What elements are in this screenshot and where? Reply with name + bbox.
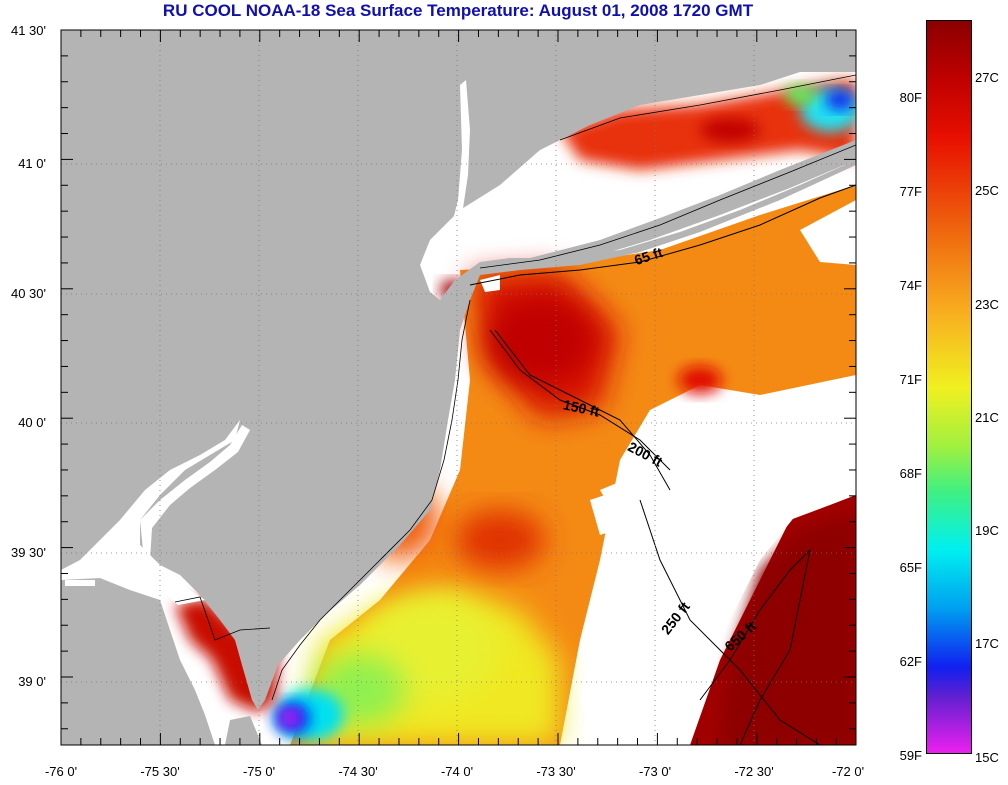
colorbar-f-label: 80F xyxy=(899,90,922,105)
colorbar-f-label: 68F xyxy=(899,466,922,481)
colorbar-c-label: 25C xyxy=(975,183,999,198)
lat-label: 41 30' xyxy=(10,23,46,38)
map-title: RU COOL NOAA-18 Sea Surface Temperature:… xyxy=(162,1,754,20)
lon-label: -74 30' xyxy=(338,764,378,779)
land xyxy=(61,30,856,745)
cloud-mask xyxy=(580,200,856,745)
colorbar-c-label: 27C xyxy=(975,70,999,85)
colorbar-c-label: 17C xyxy=(975,636,999,651)
axis-ticks xyxy=(60,29,856,745)
lat-label: 40 0' xyxy=(18,415,46,430)
lat-label: 39 0' xyxy=(18,674,46,689)
lon-label: -76 0' xyxy=(44,764,78,779)
lat-label: 40 30' xyxy=(10,286,46,301)
colorbar-f-label: 65F xyxy=(899,560,922,575)
water-bodies xyxy=(65,80,500,605)
colorbar-f-label: 59F xyxy=(899,748,922,763)
lon-label: -75 0' xyxy=(242,764,276,779)
colorbar-c-label: 21C xyxy=(975,410,999,425)
lon-label: -75 30' xyxy=(140,764,180,779)
bathymetry-contours xyxy=(469,184,856,745)
colorbar-c-label: 19C xyxy=(975,523,999,538)
lat-label: 39 30' xyxy=(10,545,46,560)
coastline xyxy=(174,74,856,701)
colorbar-f-label: 71F xyxy=(899,372,922,387)
lon-label: -72 30' xyxy=(734,764,774,779)
lon-label: -72 0' xyxy=(831,764,865,779)
lat-label: 41 0' xyxy=(18,156,46,171)
lon-label: -74 0' xyxy=(440,764,474,779)
lon-label: -73 0' xyxy=(638,764,672,779)
colorbar-f-label: 77F xyxy=(899,184,922,199)
colorbar-f-label: 74F xyxy=(899,278,922,293)
graticule xyxy=(61,30,856,745)
colorbar-c-label: 15C xyxy=(975,750,999,765)
lon-label: -73 30' xyxy=(536,764,576,779)
colorbar xyxy=(926,20,972,754)
colorbar-f-label: 62F xyxy=(899,654,922,669)
colorbar-c-label: 23C xyxy=(975,297,999,312)
